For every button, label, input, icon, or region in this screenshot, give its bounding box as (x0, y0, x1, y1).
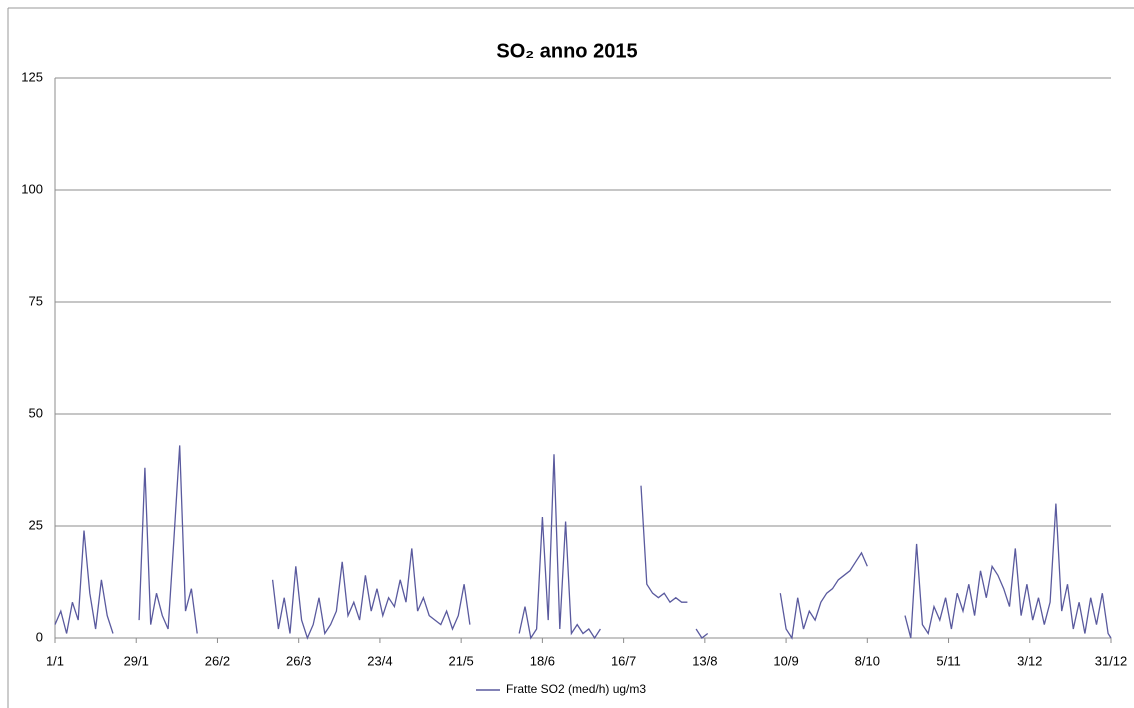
chart-title: SO₂ anno 2015 (496, 40, 637, 62)
x-tick-label: 1/1 (46, 653, 64, 668)
x-tick-label: 31/12 (1095, 653, 1128, 668)
y-tick-label: 100 (21, 181, 43, 196)
y-tick-label: 0 (36, 629, 43, 644)
x-tick-label: 23/4 (367, 653, 392, 668)
y-tick-label: 25 (29, 517, 43, 532)
x-tick-label: 3/12 (1017, 653, 1042, 668)
y-tick-label: 125 (21, 69, 43, 84)
x-tick-label: 16/7 (611, 653, 636, 668)
x-tick-label: 21/5 (448, 653, 473, 668)
data-line (54, 445, 1112, 640)
x-tick-label: 13/8 (692, 653, 717, 668)
y-tick-label: 75 (29, 293, 43, 308)
x-tick-label: 18/6 (530, 653, 555, 668)
y-tick-label: 50 (29, 405, 43, 420)
x-tick-label: 8/10 (855, 653, 880, 668)
x-tick-label: 5/11 (936, 653, 960, 668)
x-tick-label: 10/9 (773, 653, 798, 668)
x-tick-label: 26/3 (286, 653, 311, 668)
legend-text: Fratte SO2 (med/h) ug/m3 (506, 682, 646, 696)
x-tick-label: 26/2 (205, 653, 230, 668)
x-tick-label: 29/1 (124, 653, 149, 668)
